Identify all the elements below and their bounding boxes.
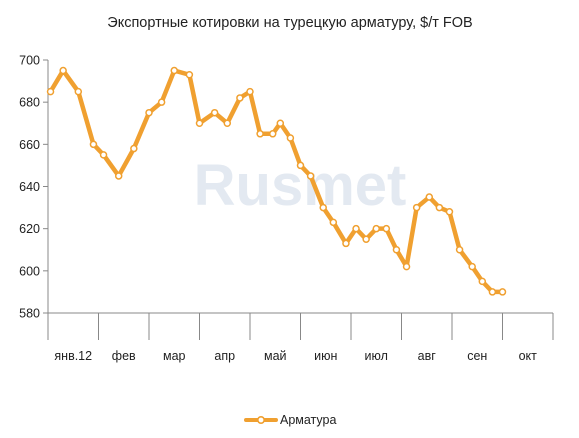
data-point (286, 134, 295, 142)
data-point (130, 144, 138, 153)
data-point (319, 203, 327, 212)
x-tick-label: май (264, 349, 287, 363)
x-tick-label: окт (519, 349, 538, 363)
y-tick-label: 640 (19, 180, 40, 194)
data-point (89, 140, 98, 149)
data-point (145, 108, 153, 117)
data-point (74, 87, 83, 96)
data-point (362, 235, 370, 243)
data-point (402, 262, 411, 271)
data-point (352, 224, 360, 233)
data-point (372, 224, 380, 233)
data-point (296, 161, 305, 170)
x-tick-label: мар (163, 349, 186, 363)
data-point (306, 172, 315, 180)
data-point (455, 246, 464, 254)
data-point (256, 130, 264, 138)
data-point (412, 203, 421, 212)
x-tick-label: июн (314, 349, 337, 363)
legend: Арматура (244, 413, 336, 427)
data-point (468, 262, 476, 271)
y-tick-label: 700 (19, 54, 40, 68)
data-point (195, 119, 204, 127)
data-point (114, 172, 123, 180)
x-tick-label: апр (214, 349, 235, 363)
data-point (210, 108, 219, 117)
data-point (157, 98, 166, 106)
y-tick-label: 680 (19, 96, 40, 110)
data-point (276, 119, 285, 127)
x-tick-label: авг (418, 349, 437, 363)
x-axis: янв.12 фев мар апр май июн июл авг сен окт (54, 349, 537, 363)
data-point (392, 246, 401, 254)
data-point (435, 203, 444, 212)
series-line-armatura (48, 68, 505, 295)
x-tick-label: июл (365, 349, 388, 363)
legend-label-armatura: Арматура (280, 413, 336, 427)
x-tick-label: сен (467, 349, 487, 363)
y-tick-label: 580 (19, 307, 40, 321)
data-point (223, 119, 232, 127)
data-point (478, 277, 487, 286)
plot-area (46, 66, 507, 296)
y-tick-label: 620 (19, 222, 40, 236)
data-point (46, 87, 55, 96)
axes (47, 60, 554, 340)
data-point (382, 224, 391, 233)
legend-marker-swatch (256, 415, 265, 424)
data-point (498, 288, 507, 296)
x-tick-label: фев (112, 349, 136, 363)
data-point (99, 151, 108, 159)
data-point (329, 218, 338, 227)
y-axis: 580 600 620 640 660 680 700 (19, 54, 48, 321)
chart-title: Экспортные котировки на турецкую арматур… (107, 15, 472, 31)
data-point (268, 130, 277, 138)
data-point (425, 193, 434, 201)
data-point (342, 239, 350, 248)
y-tick-label: 660 (19, 138, 40, 152)
y-tick-label: 600 (19, 264, 40, 278)
data-point (488, 288, 497, 296)
x-tick-label: янв.12 (54, 349, 92, 363)
data-point (59, 66, 67, 75)
data-point (170, 66, 178, 75)
data-point (236, 94, 244, 102)
data-point (246, 87, 254, 96)
data-point (185, 71, 194, 79)
data-point (445, 208, 454, 216)
